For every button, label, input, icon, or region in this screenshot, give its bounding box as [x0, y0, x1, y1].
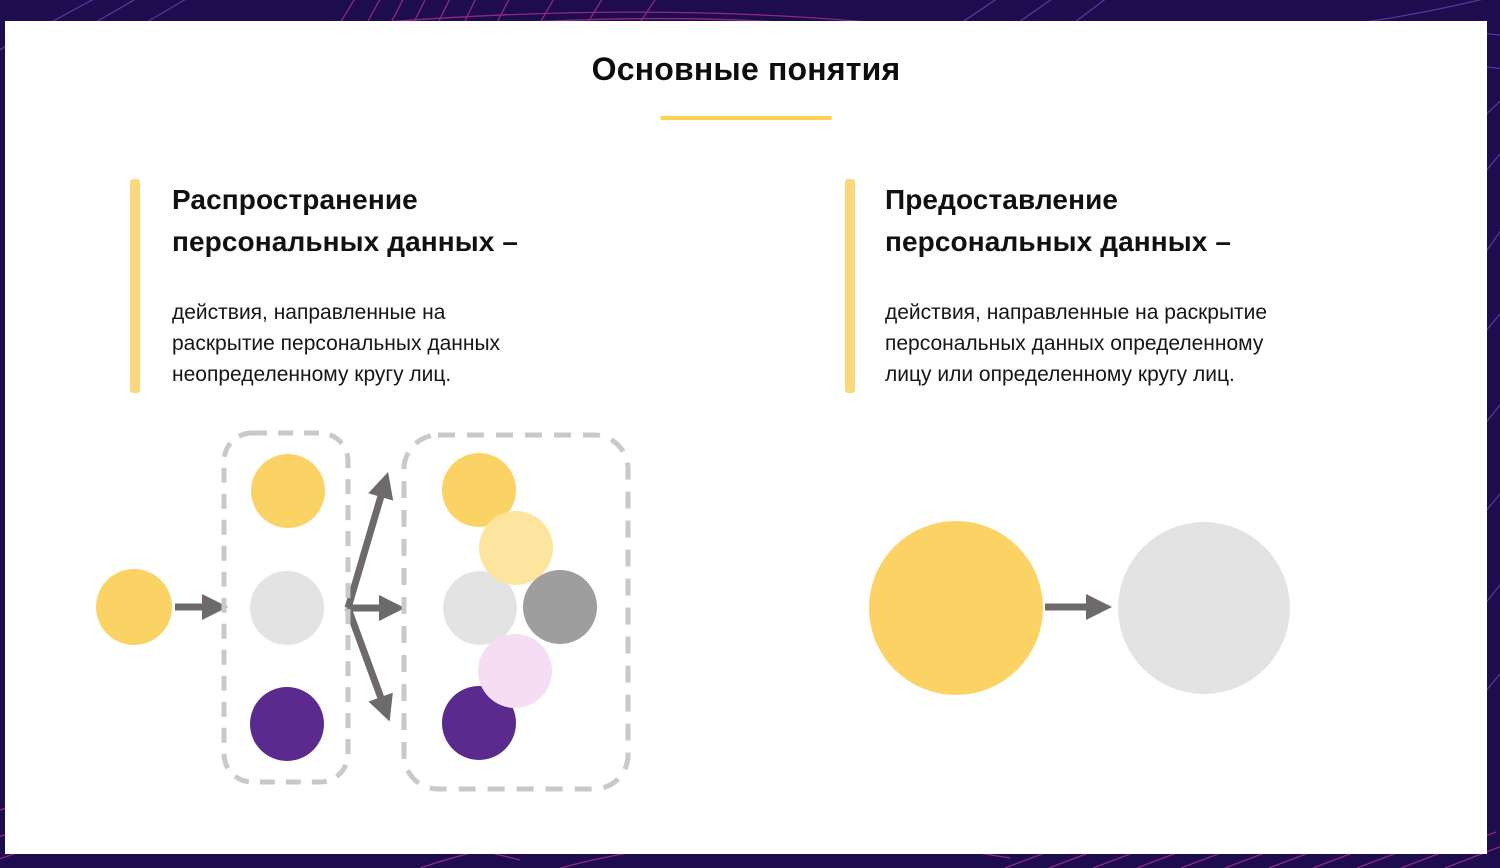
crowd-circle-pink: [478, 634, 552, 708]
accent-bar: [845, 179, 855, 393]
diagrams: [96, 430, 1290, 792]
crowd-circle-light-gray: [443, 571, 517, 645]
group-circle-yellow: [251, 454, 325, 528]
crowd-box-large: [401, 432, 631, 792]
accent-bar: [130, 179, 140, 393]
recipient-circle-gray: [1118, 522, 1290, 694]
provider-circle-yellow: [869, 521, 1043, 695]
source-person-circle: [96, 569, 172, 645]
crowd-circle-yellow: [442, 453, 516, 527]
slide: Основные понятия Распространение персона…: [5, 21, 1487, 854]
arrow-fanout-down: [344, 606, 393, 722]
distribution-diagram: [96, 430, 631, 792]
title-underline: [660, 116, 832, 120]
crowd-circle-dark-gray: [523, 570, 597, 644]
distribution-arrows: [175, 472, 405, 722]
group-box-small: [221, 430, 351, 785]
concept-heading: Предоставление персональных данных –: [885, 184, 1232, 257]
crowd-circle-purple: [442, 686, 516, 760]
concept-body: действия, направленные на раскрытие перс…: [172, 301, 501, 386]
page-title: Основные понятия: [591, 51, 901, 87]
group-circle-gray: [250, 571, 324, 645]
arrow-fanout-up: [344, 472, 394, 609]
concept-body: действия, направленные на раскрытие перс…: [885, 301, 1268, 386]
concept-heading: Распространение персональных данных –: [172, 184, 519, 257]
group-circle-purple: [250, 687, 324, 761]
provision-diagram: [869, 521, 1290, 695]
crowd-circle-light-yellow: [479, 511, 553, 585]
